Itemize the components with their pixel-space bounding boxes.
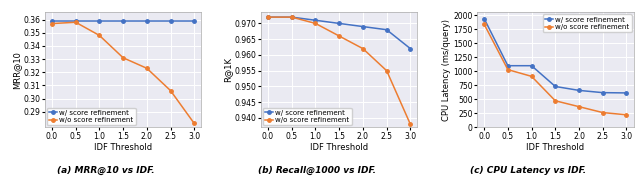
w/o score refinement (166, 90, 174, 92)
w/ score refinement (72, 20, 79, 22)
w/ score refinement (528, 65, 536, 67)
w/o score refinement (504, 68, 512, 71)
w/o score refinement (406, 123, 414, 125)
w/ score refinement (575, 89, 583, 92)
Legend: w/ score refinement, w/o score refinement: w/ score refinement, w/o score refinemen… (47, 108, 136, 125)
w/o score refinement (264, 16, 272, 18)
w/ score refinement (119, 20, 127, 22)
w/o score refinement (288, 16, 296, 18)
w/ score refinement (359, 25, 367, 28)
Legend: w/ score refinement, w/o score refinement: w/ score refinement, w/o score refinemen… (263, 108, 352, 125)
w/ score refinement (406, 48, 414, 50)
w/o score refinement (528, 75, 536, 77)
w/o score refinement (335, 35, 343, 37)
w/ score refinement (95, 20, 103, 22)
w/ score refinement (288, 16, 296, 18)
Line: w/ score refinement: w/ score refinement (266, 15, 412, 50)
w/o score refinement (72, 21, 79, 23)
w/o score refinement (312, 22, 319, 24)
w/ score refinement (312, 19, 319, 21)
X-axis label: IDF Threshold: IDF Threshold (310, 143, 368, 152)
w/o score refinement (95, 34, 103, 36)
Line: w/ score refinement: w/ score refinement (50, 19, 196, 23)
Y-axis label: CPU Latency (ms/query): CPU Latency (ms/query) (442, 19, 451, 121)
w/o score refinement (119, 57, 127, 59)
w/o score refinement (191, 122, 198, 125)
Y-axis label: R@1K: R@1K (223, 57, 232, 82)
w/ score refinement (552, 85, 559, 88)
w/ score refinement (335, 22, 343, 24)
w/ score refinement (623, 92, 630, 94)
w/ score refinement (383, 29, 390, 31)
w/ score refinement (480, 18, 488, 20)
Line: w/ score refinement: w/ score refinement (483, 17, 628, 95)
w/o score refinement (480, 23, 488, 25)
w/ score refinement (191, 20, 198, 22)
Text: (b) Recall@1000 vs IDF.: (b) Recall@1000 vs IDF. (258, 166, 376, 175)
w/o score refinement (383, 70, 390, 72)
w/ score refinement (143, 20, 150, 22)
w/ score refinement (48, 20, 56, 22)
Legend: w/ score refinement, w/o score refinement: w/ score refinement, w/o score refinemen… (543, 15, 632, 32)
Y-axis label: MRR@10: MRR@10 (12, 51, 21, 89)
w/o score refinement (623, 114, 630, 116)
X-axis label: IDF Threshold: IDF Threshold (526, 143, 584, 152)
w/o score refinement (599, 112, 607, 114)
w/o score refinement (48, 22, 56, 25)
w/ score refinement (504, 65, 512, 67)
w/ score refinement (264, 16, 272, 18)
w/o score refinement (143, 67, 150, 69)
Line: w/o score refinement: w/o score refinement (483, 22, 628, 116)
Line: w/o score refinement: w/o score refinement (266, 15, 412, 126)
w/o score refinement (575, 106, 583, 108)
w/ score refinement (599, 92, 607, 94)
w/ score refinement (166, 20, 174, 22)
X-axis label: IDF Threshold: IDF Threshold (94, 143, 152, 152)
Text: (a) MRR@10 vs IDF.: (a) MRR@10 vs IDF. (57, 166, 154, 175)
w/o score refinement (359, 48, 367, 50)
w/o score refinement (552, 100, 559, 102)
Text: (c) CPU Latency vs IDF.: (c) CPU Latency vs IDF. (470, 166, 586, 175)
Line: w/o score refinement: w/o score refinement (50, 21, 196, 125)
